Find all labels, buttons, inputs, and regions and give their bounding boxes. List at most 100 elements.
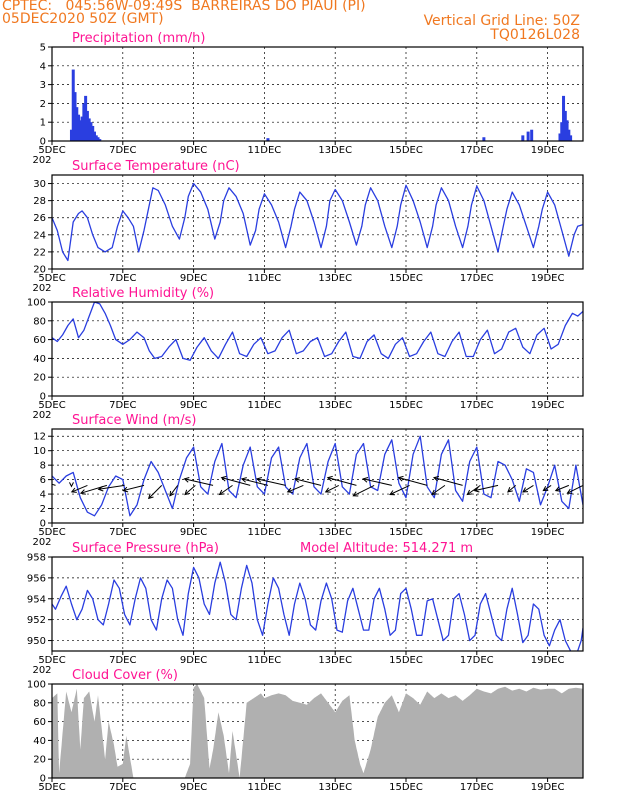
- y-tick-label: 10: [33, 446, 46, 457]
- wind-arrow-shaft: [363, 478, 392, 486]
- x-tick-label: 17DEC: [460, 527, 494, 538]
- x-tick-label: 19DEC: [531, 527, 565, 538]
- x-tick-label: 5DEC: [38, 400, 65, 411]
- x-tick-label: 15DEC: [389, 400, 423, 411]
- wind-arrow: [397, 475, 428, 486]
- cloud-cover-area: [52, 684, 583, 778]
- y-tick-label: 3: [40, 80, 46, 91]
- wind-arrow: [433, 475, 463, 486]
- wind-arrow: [473, 484, 499, 493]
- x-tick-label: 19DEC: [531, 145, 565, 156]
- y-tick-label: 0: [40, 392, 46, 403]
- panel-precip: 0 1 2 3 4 5 5DEC 7DEC 9DEC 11DEC 13DEC 15DEC 17DEC 19…: [32, 31, 584, 166]
- precip-bar: [69, 129, 73, 141]
- panel-frame: [51, 556, 584, 652]
- x-tick-label: 17DEC: [460, 782, 494, 793]
- x-year-label: 202: [32, 665, 51, 676]
- x-tick-label: 7DEC: [109, 655, 136, 666]
- wind-arrow-head: [362, 477, 369, 483]
- plot-area: [69, 69, 573, 141]
- x-tick-label: 7DEC: [109, 527, 136, 538]
- y-tick-label: 100: [27, 298, 46, 309]
- precip-bar: [96, 137, 100, 141]
- y-tick-label: 5: [40, 43, 46, 54]
- precip-bar: [77, 114, 81, 141]
- x-tick-label: 13DEC: [318, 782, 352, 793]
- y-tick-label: 0: [40, 519, 46, 530]
- x-tick-label: 17DEC: [460, 145, 494, 156]
- wind-arrow-head: [293, 477, 301, 483]
- wind-arrow-head: [554, 486, 561, 492]
- wind-arrow: [183, 477, 214, 486]
- wind-arrow: [326, 475, 357, 486]
- panel-frame: [51, 683, 584, 779]
- wind-arrow-head: [466, 489, 473, 496]
- y-tick-label: 20: [33, 373, 46, 384]
- precip-bar: [91, 125, 95, 141]
- wind-arrow-shaft: [543, 484, 552, 492]
- wind-arrow-shaft: [241, 478, 269, 486]
- wind-arrow-shaft: [522, 484, 534, 493]
- wind-arrow-head: [255, 477, 263, 483]
- wind-arrow-shaft: [389, 484, 410, 495]
- wind-arrow: [389, 484, 410, 496]
- x-tick-label: 7DEC: [109, 400, 136, 411]
- wind-arrow: [431, 484, 446, 496]
- temp-line: [52, 182, 583, 262]
- y-tick-label: 4: [40, 61, 46, 72]
- wind-arrow: [97, 484, 125, 492]
- x-tick-label: 11DEC: [248, 527, 282, 538]
- precip-bar: [75, 107, 79, 141]
- panel-subtitle: Model Altitude: 514.271 m: [300, 541, 473, 556]
- y-tick-label: 6: [40, 475, 46, 486]
- x-tick-label: 5DEC: [38, 655, 65, 666]
- wind-arrow-shaft: [507, 485, 517, 493]
- precip-bar: [78, 120, 82, 141]
- wind-arrow-head: [183, 477, 190, 483]
- wind-arrow: [286, 484, 304, 493]
- wind-arrow-shaft: [98, 484, 125, 490]
- wind-arrow-head: [566, 488, 573, 494]
- wind-arrow-shaft: [327, 477, 357, 486]
- x-tick-label: 19DEC: [531, 782, 565, 793]
- wind-arrow-head: [70, 487, 77, 493]
- plot-area: [52, 684, 583, 778]
- precip-bar: [526, 131, 530, 141]
- wind-arrow-shaft: [287, 484, 304, 493]
- wind-arrow-shaft: [474, 484, 499, 492]
- x-tick-label: 17DEC: [460, 400, 494, 411]
- x-tick-label: 5DEC: [38, 145, 65, 156]
- wind-arrow-head: [542, 485, 549, 492]
- panel-cloud: 0 20 40 60 80 100 5DEC 7DEC 9DEC 11DEC 13DEC 15DEC 1…: [27, 668, 584, 793]
- wind-arrow-head: [326, 475, 333, 482]
- x-year-label: 202: [32, 155, 51, 166]
- x-tick-label: 11DEC: [248, 782, 282, 793]
- wind-arrow: [184, 485, 196, 496]
- precip-bar: [82, 103, 86, 141]
- wind-arrow-shaft: [71, 484, 88, 493]
- precip-bar: [84, 95, 88, 141]
- y-tick-label: 28: [33, 196, 46, 207]
- wind-arrow-shaft: [169, 485, 179, 497]
- wind-arrow: [542, 484, 552, 492]
- x-tick-label: 15DEC: [389, 145, 423, 156]
- pres-line: [52, 561, 583, 651]
- x-tick-label: 5DEC: [38, 527, 65, 538]
- header-line1: CPTEC: 045:56W-09:49S BARREIRAS DO PIAUI…: [2, 0, 366, 14]
- panel-title: Precipitation (mm/h): [72, 31, 205, 46]
- precip-bar: [562, 95, 566, 141]
- wind-arrow: [240, 477, 269, 486]
- x-tick-label: 7DEC: [109, 273, 136, 284]
- panel-rh: 0 20 40 60 80 100 5DEC 7DEC 9DEC 11DEC 13DEC 15DEC 1…: [27, 286, 584, 421]
- x-tick-label: 17DEC: [460, 655, 494, 666]
- wind-arrow: [352, 484, 375, 497]
- panel-title: Relative Humidity (%): [72, 286, 214, 301]
- precip-bar: [563, 110, 567, 141]
- y-tick-label: 26: [33, 213, 46, 224]
- x-tick-label: 9DEC: [180, 273, 207, 284]
- wind-arrow-head: [433, 475, 440, 482]
- panel-wind: 0 2 4 6 8 10 12 5DEC 7DEC 9DEC 11DEC 13DEC 15DEC 17DE…: [32, 413, 584, 548]
- precip-bar: [94, 135, 98, 141]
- precip-bar: [71, 69, 75, 141]
